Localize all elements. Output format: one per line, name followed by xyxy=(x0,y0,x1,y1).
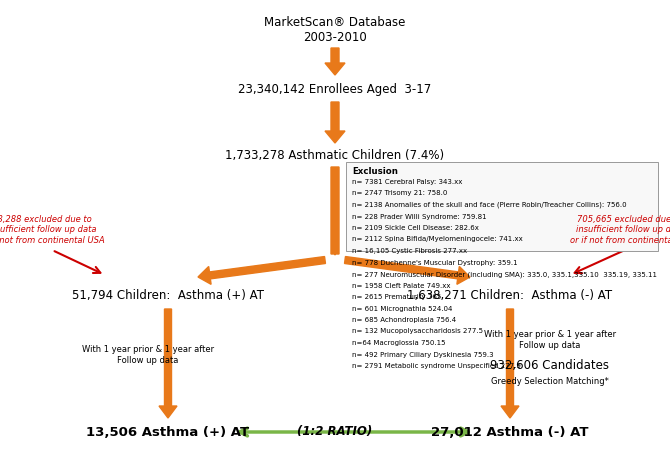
Text: Exclusion: Exclusion xyxy=(352,167,398,176)
Text: (1:2 RATIO): (1:2 RATIO) xyxy=(297,425,373,439)
Text: n= 2615 Prematurity 765: n= 2615 Prematurity 765 xyxy=(352,294,442,300)
Text: n= 2791 Metabolic syndrome Unspecified 277.9: n= 2791 Metabolic syndrome Unspecified 2… xyxy=(352,363,521,369)
Text: n= 16,105 Cystic Fibrosis 277.xx: n= 16,105 Cystic Fibrosis 277.xx xyxy=(352,248,467,254)
Text: MarketScan® Database
2003-2010: MarketScan® Database 2003-2010 xyxy=(264,16,406,44)
Polygon shape xyxy=(325,102,345,143)
Text: n=64 Macroglossia 750.15: n=64 Macroglossia 750.15 xyxy=(352,340,446,346)
Text: 51,794 Children:  Asthma (+) AT: 51,794 Children: Asthma (+) AT xyxy=(72,289,264,301)
Text: n= 2109 Sickle Cell Disease: 282.6x: n= 2109 Sickle Cell Disease: 282.6x xyxy=(352,225,479,231)
Polygon shape xyxy=(159,309,177,418)
FancyBboxPatch shape xyxy=(346,162,658,251)
Polygon shape xyxy=(331,167,339,255)
Polygon shape xyxy=(198,257,326,284)
Text: 1,638,271 Children:  Asthma (-) AT: 1,638,271 Children: Asthma (-) AT xyxy=(407,289,612,301)
Text: n= 492 Primary Ciliary Dyskinesia 759.3: n= 492 Primary Ciliary Dyskinesia 759.3 xyxy=(352,352,494,358)
Text: n= 2747 Trisomy 21: 758.0: n= 2747 Trisomy 21: 758.0 xyxy=(352,190,448,196)
Text: With 1 year prior & 1 year after
Follow up data: With 1 year prior & 1 year after Follow … xyxy=(82,345,214,365)
Text: n= 7381 Cerebral Palsy: 343.xx: n= 7381 Cerebral Palsy: 343.xx xyxy=(352,179,462,185)
Text: With 1 year prior & 1 year after
Follow up data: With 1 year prior & 1 year after Follow … xyxy=(484,330,616,350)
Text: 13,506 Asthma (+) AT: 13,506 Asthma (+) AT xyxy=(86,425,249,439)
Polygon shape xyxy=(344,257,470,284)
Text: 932,606 Candidates: 932,606 Candidates xyxy=(490,359,610,371)
Text: n= 277 Neuromuscular Disorder (including SMA): 335.0, 335.1,335.10  335.19, 335.: n= 277 Neuromuscular Disorder (including… xyxy=(352,271,657,277)
Text: n= 685 Achondroplasia 756.4: n= 685 Achondroplasia 756.4 xyxy=(352,317,456,323)
Text: 705,665 excluded due to
insufficient follow up data
or if not from continental U: 705,665 excluded due to insufficient fol… xyxy=(570,215,670,245)
Text: n= 2138 Anomalies of the skull and face (Pierre Robin/Treacher Collins): 756.0: n= 2138 Anomalies of the skull and face … xyxy=(352,202,626,209)
Text: n= 132 Mucopolysaccharidosis 277.5: n= 132 Mucopolysaccharidosis 277.5 xyxy=(352,329,483,335)
Text: n= 1958 Cleft Palate 749.xx: n= 1958 Cleft Palate 749.xx xyxy=(352,282,450,289)
Text: n= 228 Prader Willi Syndrome: 759.81: n= 228 Prader Willi Syndrome: 759.81 xyxy=(352,213,486,219)
Text: 38,288 excluded due to
insufficient follow up data
or if not from continental US: 38,288 excluded due to insufficient foll… xyxy=(0,215,105,245)
Text: n= 601 Micrognathia 524.04: n= 601 Micrognathia 524.04 xyxy=(352,306,452,312)
Text: n= 2112 Spina Bifida/Myelomeningocele: 741.xx: n= 2112 Spina Bifida/Myelomeningocele: 7… xyxy=(352,236,523,243)
Polygon shape xyxy=(325,48,345,75)
Text: 23,340,142 Enrollees Aged  3-17: 23,340,142 Enrollees Aged 3-17 xyxy=(239,84,431,96)
Text: Greedy Selection Matching*: Greedy Selection Matching* xyxy=(491,377,609,386)
Text: 1,733,278 Asthmatic Children (7.4%): 1,733,278 Asthmatic Children (7.4%) xyxy=(225,149,445,162)
Text: 27,012 Asthma (-) AT: 27,012 Asthma (-) AT xyxy=(431,425,589,439)
Polygon shape xyxy=(501,309,519,418)
Text: n= 778 Duchenne's Muscular Dystrophy: 359.1: n= 778 Duchenne's Muscular Dystrophy: 35… xyxy=(352,259,518,266)
